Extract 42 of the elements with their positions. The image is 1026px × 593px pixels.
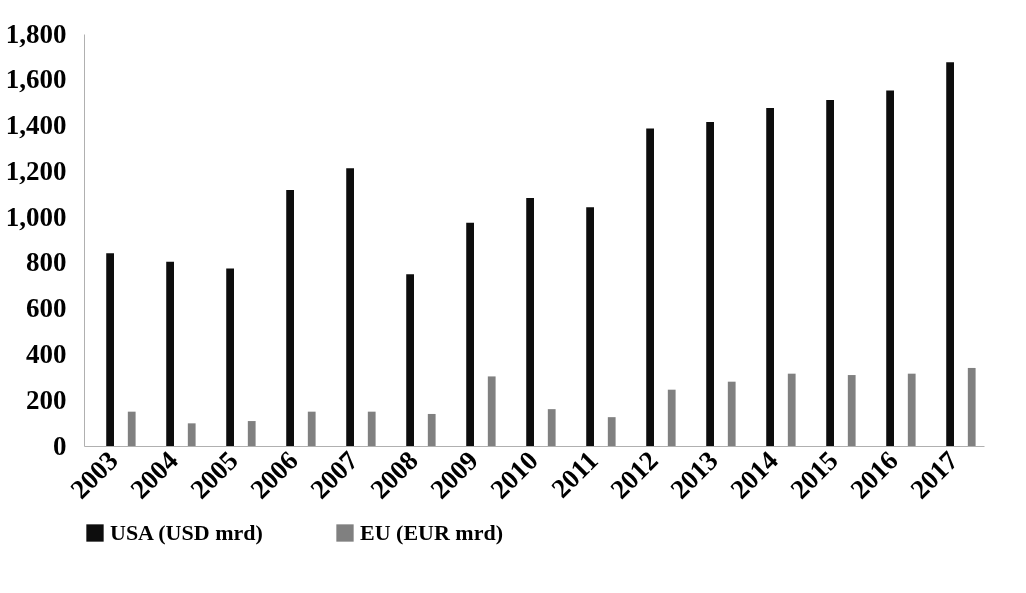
bar [847, 375, 856, 446]
bar [886, 90, 894, 446]
bar [247, 421, 256, 446]
y-tick-label: 800 [26, 247, 67, 278]
bar [346, 168, 354, 446]
bar [826, 99, 834, 446]
bar [427, 413, 436, 446]
bar [646, 128, 654, 446]
bar [667, 389, 676, 446]
y-tick-label: 1,200 [5, 155, 67, 186]
bar [106, 253, 114, 446]
y-tick-label: 0 [53, 430, 67, 461]
bar [706, 122, 714, 446]
legend-label: USA (USD mrd) [110, 520, 263, 545]
bar [187, 423, 196, 446]
y-tick-label: 1,400 [5, 110, 67, 141]
bar [127, 411, 136, 446]
legend-label: EU (EUR mrd) [360, 520, 503, 545]
bar [286, 190, 294, 446]
bar [607, 417, 616, 446]
bar [226, 268, 234, 446]
bar [526, 197, 534, 446]
bar [487, 376, 496, 446]
bar [787, 373, 796, 446]
bar [466, 222, 474, 446]
y-tick-label: 200 [26, 384, 67, 415]
bar [406, 274, 414, 446]
y-tick-label: 1,800 [5, 18, 67, 49]
y-tick-label: 1,000 [5, 201, 67, 232]
bar [946, 62, 954, 446]
bar [766, 107, 774, 446]
y-tick-label: 400 [26, 338, 67, 369]
bar [907, 373, 916, 446]
bar [727, 381, 736, 446]
bar [967, 367, 976, 446]
y-tick-label: 1,600 [5, 64, 67, 95]
bar [307, 411, 316, 446]
bar [367, 411, 376, 446]
bar [586, 207, 594, 446]
bar [547, 409, 556, 446]
bar [166, 261, 174, 446]
y-tick-label: 600 [26, 293, 67, 324]
